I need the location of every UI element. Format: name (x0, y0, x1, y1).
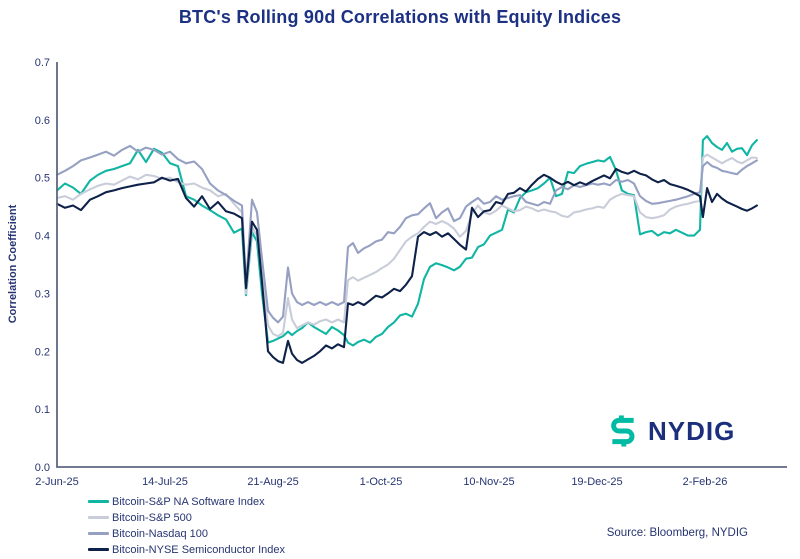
y-tick-label: 0.3 (35, 288, 50, 300)
series-line (55, 135, 758, 347)
legend-item: Bitcoin-S&P 500 (88, 511, 285, 524)
x-tick-label: 1-Oct-25 (360, 476, 403, 488)
series-line (55, 153, 758, 338)
y-axis-tick-labels: 0.0 0.1 0.2 0.3 0.4 0.5 0.6 0.7 (35, 57, 50, 474)
source-text: Source: Bloomberg, NYDIG (606, 527, 748, 539)
y-tick-label: 0.2 (35, 346, 50, 358)
legend-item: Bitcoin-S&P NA Software Index (88, 495, 285, 508)
y-tick-label: 0.1 (35, 404, 50, 416)
legend-label: Bitcoin-S&P 500 (112, 511, 192, 524)
x-tick-label: 2-Jun-25 (35, 476, 78, 488)
x-tick-label: 10-Nov-25 (463, 476, 514, 488)
series-lines (55, 135, 758, 364)
y-tick-label: 0.0 (35, 462, 50, 474)
legend-swatch (88, 532, 109, 535)
legend-label: Bitcoin-NYSE Semiconductor Index (112, 543, 286, 556)
y-tick-label: 0.4 (35, 231, 50, 243)
legend-item: Bitcoin-Nasdaq 100 (88, 527, 285, 540)
axes (56, 62, 787, 468)
legend-swatch (88, 500, 109, 503)
legend-swatch (88, 548, 109, 551)
series-line (55, 144, 758, 324)
y-tick-label: 0.5 (35, 173, 50, 185)
x-tick-label: 14-Jul-25 (142, 476, 188, 488)
legend-label: Bitcoin-S&P NA Software Index (112, 495, 265, 508)
legend: Bitcoin-S&P NA Software Index Bitcoin-S&P… (88, 495, 285, 556)
series-line (55, 167, 758, 364)
y-tick-label: 0.6 (35, 115, 50, 127)
legend-swatch (88, 516, 109, 519)
x-tick-label: 21-Aug-25 (247, 476, 298, 488)
legend-item: Bitcoin-NYSE Semiconductor Index (88, 543, 285, 556)
y-tick-label: 0.7 (35, 57, 50, 69)
x-axis-tick-labels: 2-Jun-25 14-Jul-25 21-Aug-25 1-Oct-25 10-Nov… (35, 476, 727, 488)
legend-label: Bitcoin-Nasdaq 100 (112, 527, 209, 540)
nydig-logo-icon (611, 415, 635, 447)
y-axis-title: Correlation Coefficient (7, 204, 19, 323)
x-tick-label: 19-Dec-25 (571, 476, 622, 488)
nydig-logo-text: NYDIG (648, 415, 736, 446)
page-title: BTC's Rolling 90d Correlations with Equi… (178, 7, 622, 27)
x-tick-label: 2-Feb-26 (683, 476, 728, 488)
nydig-logo: NYDIG (605, 413, 735, 449)
